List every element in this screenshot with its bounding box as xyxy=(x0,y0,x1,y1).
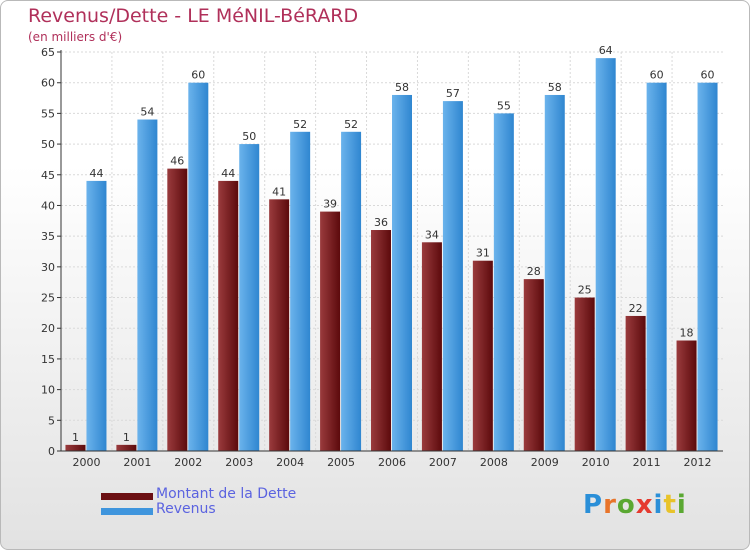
bar-revenus xyxy=(290,131,311,452)
y-tick-label: 30 xyxy=(41,261,55,274)
logo-letter: P xyxy=(583,490,604,520)
y-tick-label: 65 xyxy=(41,46,55,59)
data-label: 55 xyxy=(497,99,511,112)
data-label: 36 xyxy=(374,216,388,229)
bar-dette xyxy=(218,180,239,451)
data-label: 58 xyxy=(395,81,409,94)
chart-subtitle: (en milliers d'€) xyxy=(28,30,123,44)
x-tick-label: 2006 xyxy=(378,456,406,469)
x-tick-label: 2004 xyxy=(276,456,304,469)
bar-dette xyxy=(472,260,493,451)
y-tick-label: 55 xyxy=(41,107,55,120)
x-tick-label: 2007 xyxy=(429,456,457,469)
logo-letter: i xyxy=(676,490,687,520)
bar-revenus xyxy=(341,131,362,452)
x-tick-label: 2011 xyxy=(633,456,661,469)
bar-dette xyxy=(625,315,646,451)
y-tick-label: 50 xyxy=(41,138,55,151)
bar-revenus xyxy=(646,82,667,451)
y-tick-label: 45 xyxy=(41,169,55,182)
y-tick-label: 40 xyxy=(41,199,55,212)
x-tick-label: 2000 xyxy=(72,456,100,469)
bar-dette xyxy=(523,279,544,451)
logo-letter: t xyxy=(663,490,677,520)
logo-letter: i xyxy=(653,490,664,520)
y-tick-label: 0 xyxy=(48,445,55,458)
x-tick-label: 2009 xyxy=(531,456,559,469)
y-tick-label: 25 xyxy=(41,292,55,305)
bar-dette xyxy=(269,199,290,451)
proxiti-logo: Proxiti xyxy=(583,490,687,520)
data-label: 1 xyxy=(72,431,79,444)
bar-revenus xyxy=(442,101,463,451)
data-label: 44 xyxy=(89,167,103,180)
data-label: 22 xyxy=(629,302,643,315)
y-tick-label: 60 xyxy=(41,77,55,90)
x-tick-label: 2008 xyxy=(480,456,508,469)
data-label: 39 xyxy=(323,198,337,211)
y-tick-label: 20 xyxy=(41,322,55,335)
data-label: 41 xyxy=(272,185,286,198)
bar-revenus xyxy=(544,94,565,451)
y-tick-label: 5 xyxy=(48,414,55,427)
data-label: 60 xyxy=(650,69,664,82)
bar-dette xyxy=(65,444,86,451)
bar-revenus xyxy=(188,82,209,451)
y-tick-label: 35 xyxy=(41,230,55,243)
y-tick-label: 15 xyxy=(41,353,55,366)
y-tick-label: 10 xyxy=(41,384,55,397)
logo-letter: x xyxy=(635,490,654,520)
bar-dette xyxy=(371,230,391,451)
x-tick-label: 2005 xyxy=(327,456,355,469)
x-tick-label: 2002 xyxy=(174,456,202,469)
logo-letter: o xyxy=(616,490,636,520)
bar-dette xyxy=(167,168,188,451)
data-label: 28 xyxy=(527,265,541,278)
bar-revenus xyxy=(595,58,616,452)
bar-dette xyxy=(421,242,442,451)
bar-revenus xyxy=(493,113,514,451)
bar-dette xyxy=(574,297,595,451)
data-label: 58 xyxy=(548,81,562,94)
bar-dette xyxy=(320,211,341,451)
chart-title: Revenus/Dette - LE MéNIL-BéRARD xyxy=(28,5,359,27)
logo-letter: r xyxy=(603,490,617,520)
bar-dette xyxy=(116,444,137,451)
bar-revenus xyxy=(697,82,718,451)
data-label: 52 xyxy=(344,118,358,131)
legend-swatch-revenus xyxy=(101,508,153,515)
data-label: 34 xyxy=(425,228,439,241)
data-label: 1 xyxy=(123,431,130,444)
data-label: 50 xyxy=(242,130,256,143)
data-label: 60 xyxy=(191,69,205,82)
data-label: 60 xyxy=(701,69,715,82)
data-label: 44 xyxy=(221,167,235,180)
data-label: 64 xyxy=(599,44,613,57)
x-tick-label: 2001 xyxy=(123,456,151,469)
data-label: 54 xyxy=(140,106,154,119)
legend-label-revenus: Revenus xyxy=(156,501,216,517)
bar-revenus xyxy=(239,144,260,452)
data-label: 52 xyxy=(293,118,307,131)
bar-revenus xyxy=(392,94,412,451)
data-label: 46 xyxy=(170,155,184,168)
bar-dette xyxy=(676,340,697,451)
bar-revenus xyxy=(86,180,107,451)
data-label: 25 xyxy=(578,284,592,297)
data-label: 57 xyxy=(446,87,460,100)
data-label: 18 xyxy=(680,327,694,340)
x-tick-label: 2012 xyxy=(684,456,712,469)
legend-swatch-dette xyxy=(101,493,153,500)
x-tick-label: 2010 xyxy=(582,456,610,469)
bar-revenus xyxy=(137,119,158,452)
legend-label-dette: Montant de la Dette xyxy=(156,486,297,502)
x-tick-label: 2003 xyxy=(225,456,253,469)
data-label: 31 xyxy=(476,247,490,260)
